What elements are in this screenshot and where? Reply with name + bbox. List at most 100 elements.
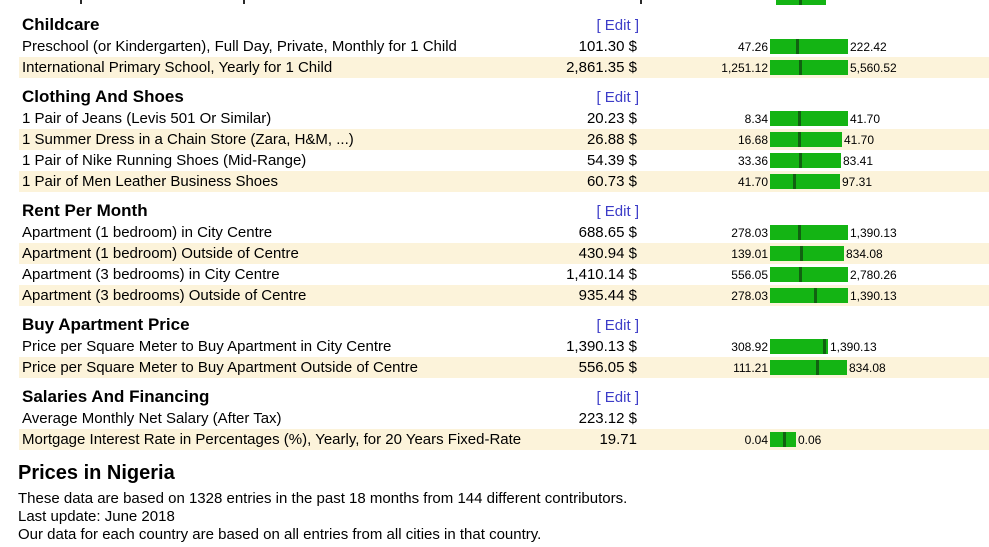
table-row: Price per Square Meter to Buy Apartment … — [19, 336, 989, 357]
text-descender-fragment — [640, 0, 642, 4]
edit-cell: [ Edit ] — [519, 89, 639, 106]
footer-line-entries: These data are based on 1328 entries in … — [18, 490, 628, 507]
section-header: Salaries And Financing [ Edit ] — [19, 386, 989, 408]
section-rows: Preschool (or Kindergarten), Full Day, P… — [19, 36, 989, 78]
range-bar-area: 5,560.52 — [770, 60, 989, 75]
item-price: 60.73 $ — [586, 173, 637, 190]
range-marker — [800, 246, 803, 261]
range-min-label: 556.05 — [731, 267, 768, 282]
range-min-label: 16.68 — [737, 132, 768, 147]
range-min-label: 1,251.12 — [721, 60, 768, 75]
range-bar — [770, 174, 840, 189]
range-bar — [770, 60, 848, 75]
item-price: 223.12 $ — [578, 410, 637, 427]
range-bar — [770, 111, 848, 126]
table-row: 1 Summer Dress in a Chain Store (Zara, H… — [19, 129, 989, 150]
item-price: 101.30 $ — [578, 38, 637, 55]
edit-link[interactable]: [ Edit ] — [596, 388, 639, 406]
range-marker — [796, 39, 799, 54]
table-row: 1 Pair of Nike Running Shoes (Mid-Range)… — [19, 150, 989, 171]
edit-cell: [ Edit ] — [519, 317, 639, 334]
price-table: Childcare [ Edit ] Preschool (or Kinderg… — [19, 14, 989, 450]
range-max-label: 1,390.13 — [830, 339, 877, 354]
table-row: Apartment (1 bedroom) Outside of Centre … — [19, 243, 989, 264]
item-price: 935.44 $ — [578, 287, 637, 304]
item-price: 54.39 $ — [586, 152, 637, 169]
section-rows: 1 Pair of Jeans (Levis 501 Or Similar) 2… — [19, 108, 989, 192]
item-name: 1 Pair of Nike Running Shoes (Mid-Range) — [22, 152, 307, 169]
section-header: Clothing And Shoes [ Edit ] — [19, 86, 989, 108]
range-bar — [770, 288, 848, 303]
range-bar-area: 83.41 — [770, 153, 989, 168]
range-bar-area: 222.42 — [770, 39, 989, 54]
range-min-label: 33.36 — [737, 153, 768, 168]
section-title: Salaries And Financing — [22, 387, 210, 406]
range-max-label: 5,560.52 — [850, 60, 897, 75]
table-row: Apartment (1 bedroom) in City Centre 688… — [19, 222, 989, 243]
range-marker — [798, 111, 801, 126]
edit-cell: [ Edit ] — [519, 17, 639, 34]
edit-cell: [ Edit ] — [519, 203, 639, 220]
item-name: Price per Square Meter to Buy Apartment … — [22, 338, 392, 355]
range-marker-fragment — [799, 0, 802, 5]
item-price: 1,390.13 $ — [566, 338, 637, 355]
section-header: Childcare [ Edit ] — [19, 14, 989, 36]
section-title: Clothing And Shoes — [22, 87, 184, 106]
range-min-label: 47.26 — [737, 39, 768, 54]
section: Rent Per Month [ Edit ] Apartment (1 bed… — [19, 200, 989, 306]
table-row: Apartment (3 bedrooms) in City Centre 1,… — [19, 264, 989, 285]
edit-link[interactable]: [ Edit ] — [596, 316, 639, 334]
country-summary: Prices in Nigeria These data are based o… — [18, 462, 989, 544]
text-descender-fragment — [80, 0, 82, 4]
range-max-label: 1,390.13 — [850, 225, 897, 240]
table-row: International Primary School, Yearly for… — [19, 57, 989, 78]
item-name: 1 Pair of Men Leather Business Shoes — [22, 173, 278, 190]
range-marker — [816, 360, 819, 375]
item-name: Apartment (3 bedrooms) in City Centre — [22, 266, 280, 283]
range-marker — [798, 225, 801, 240]
range-bar — [770, 225, 848, 240]
section-header: Buy Apartment Price [ Edit ] — [19, 314, 989, 336]
table-row: Mortgage Interest Rate in Percentages (%… — [19, 429, 989, 450]
range-marker — [798, 132, 801, 147]
section: Childcare [ Edit ] Preschool (or Kinderg… — [19, 14, 989, 78]
range-min-label: 278.03 — [731, 288, 768, 303]
item-price: 2,861.35 $ — [566, 59, 637, 76]
range-max-label: 834.08 — [846, 246, 883, 261]
range-marker — [814, 288, 817, 303]
range-min-label: 308.92 — [731, 339, 768, 354]
range-bar — [770, 432, 796, 447]
range-marker — [799, 267, 802, 282]
item-price: 19.71 — [599, 431, 637, 448]
item-price: 20.23 $ — [586, 110, 637, 127]
range-marker — [783, 432, 786, 447]
footer-line-last-update: Last update: June 2018 — [18, 508, 175, 525]
edit-cell: [ Edit ] — [519, 389, 639, 406]
item-name: Preschool (or Kindergarten), Full Day, P… — [22, 38, 457, 55]
item-name: Apartment (3 bedrooms) Outside of Centre — [22, 287, 307, 304]
range-bar-fragment — [776, 0, 826, 5]
text-descender-fragment — [243, 0, 245, 4]
range-max-label: 83.41 — [843, 153, 874, 168]
range-bar-area: 2,780.26 — [770, 267, 989, 282]
section: Salaries And Financing [ Edit ] Average … — [19, 386, 989, 450]
edit-link[interactable]: [ Edit ] — [596, 88, 639, 106]
range-bar-area: 1,390.13 — [770, 288, 989, 303]
range-marker — [799, 153, 802, 168]
edit-link[interactable]: [ Edit ] — [596, 202, 639, 220]
range-bar-area: 41.70 — [770, 132, 989, 147]
range-max-label: 0.06 — [798, 432, 822, 447]
table-row: Preschool (or Kindergarten), Full Day, P… — [19, 36, 989, 57]
table-row: Price per Square Meter to Buy Apartment … — [19, 357, 989, 378]
table-row: 1 Pair of Men Leather Business Shoes 60.… — [19, 171, 989, 192]
item-price: 1,410.14 $ — [566, 266, 637, 283]
item-name: Apartment (1 bedroom) Outside of Centre — [22, 245, 299, 262]
table-row: 1 Pair of Jeans (Levis 501 Or Similar) 2… — [19, 108, 989, 129]
range-max-label: 1,390.13 — [850, 288, 897, 303]
range-bar — [770, 360, 847, 375]
edit-link[interactable]: [ Edit ] — [596, 16, 639, 34]
item-name: Mortgage Interest Rate in Percentages (%… — [22, 431, 522, 448]
range-bar — [770, 339, 828, 354]
section-rows: Average Monthly Net Salary (After Tax) 2… — [19, 408, 989, 450]
table-row: Average Monthly Net Salary (After Tax) 2… — [19, 408, 989, 429]
